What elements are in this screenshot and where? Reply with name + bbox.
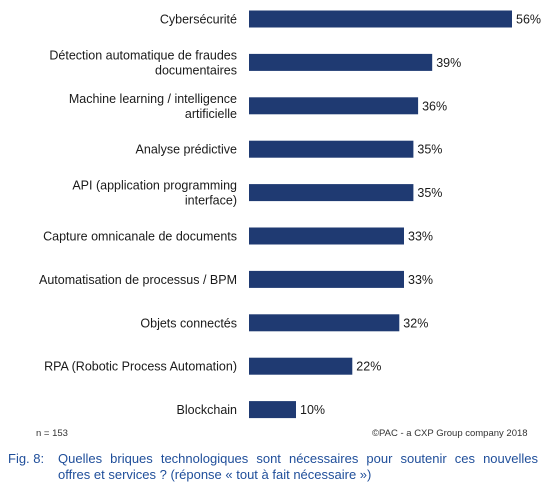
value-label: 22% [356, 360, 381, 374]
value-label: 33% [408, 273, 433, 287]
category-label-line: Cybersécurité [160, 13, 237, 27]
value-label: 10% [300, 403, 325, 417]
value-label: 35% [417, 186, 442, 200]
category-label: Capture omnicanale de documents [43, 230, 237, 244]
bar [249, 357, 353, 375]
category-label: Cybersécurité [160, 13, 237, 27]
bar [249, 10, 512, 28]
category-label-line: Capture omnicanale de documents [43, 230, 237, 244]
category-label-line: Automatisation de processus / BPM [39, 273, 237, 287]
bar [249, 314, 400, 332]
category-labels: Cybersécurité Détection automatique de fr… [39, 13, 237, 418]
category-label-line: Blockchain [177, 403, 237, 417]
category-label-line: Analyse prédictive [136, 143, 237, 157]
bars-layer [249, 10, 512, 419]
caption-text: Quelles briques technologiques sont néce… [58, 451, 538, 482]
value-label: 39% [436, 56, 461, 70]
category-label-line: Machine learning / intelligence [69, 92, 237, 106]
value-label: 56% [516, 13, 541, 27]
category-label: RPA (Robotic Process Automation) [44, 360, 237, 374]
category-label: Détection automatique de fraudes document… [49, 48, 237, 77]
category-label-line: interface) [185, 194, 237, 208]
category-label-line: Objets connectés [140, 316, 237, 330]
caption-prefix: Fig. 8: [8, 451, 45, 466]
bar [249, 270, 404, 288]
figure-caption: Fig. 8: Quelles briques technologiques s… [8, 451, 538, 483]
category-label: Analyse prédictive [136, 143, 237, 157]
category-label-line: Détection automatique de fraudes [49, 48, 237, 62]
category-label-line: RPA (Robotic Process Automation) [44, 360, 237, 374]
copyright-note: ©PAC - a CXP Group company 2018 [372, 428, 528, 439]
category-label: Objets connectés [140, 316, 237, 330]
category-label: API (application programming interface) [72, 179, 237, 208]
bar [249, 401, 296, 419]
value-label: 33% [408, 230, 433, 244]
category-label: Automatisation de processus / BPM [39, 273, 237, 287]
value-label: 32% [403, 316, 428, 330]
bar [249, 227, 404, 245]
category-label-line: documentaires [155, 63, 237, 77]
value-label: 35% [417, 143, 442, 157]
bar [249, 140, 414, 158]
bar [249, 184, 414, 202]
value-label: 36% [422, 99, 447, 113]
category-label-line: API (application programming [72, 179, 237, 193]
sample-size-note: n = 153 [36, 428, 68, 439]
category-label: Machine learning / intelligence artificie… [69, 92, 237, 121]
bar-chart: Cybersécurité Détection automatique de fr… [39, 10, 541, 419]
bar [249, 97, 419, 115]
category-label: Blockchain [177, 403, 237, 417]
category-label-line: artificielle [185, 107, 237, 121]
bar [249, 53, 433, 71]
value-labels: 56% 39% 36% 35% 35% 33% 33% 32% 22% 10% [300, 13, 541, 418]
